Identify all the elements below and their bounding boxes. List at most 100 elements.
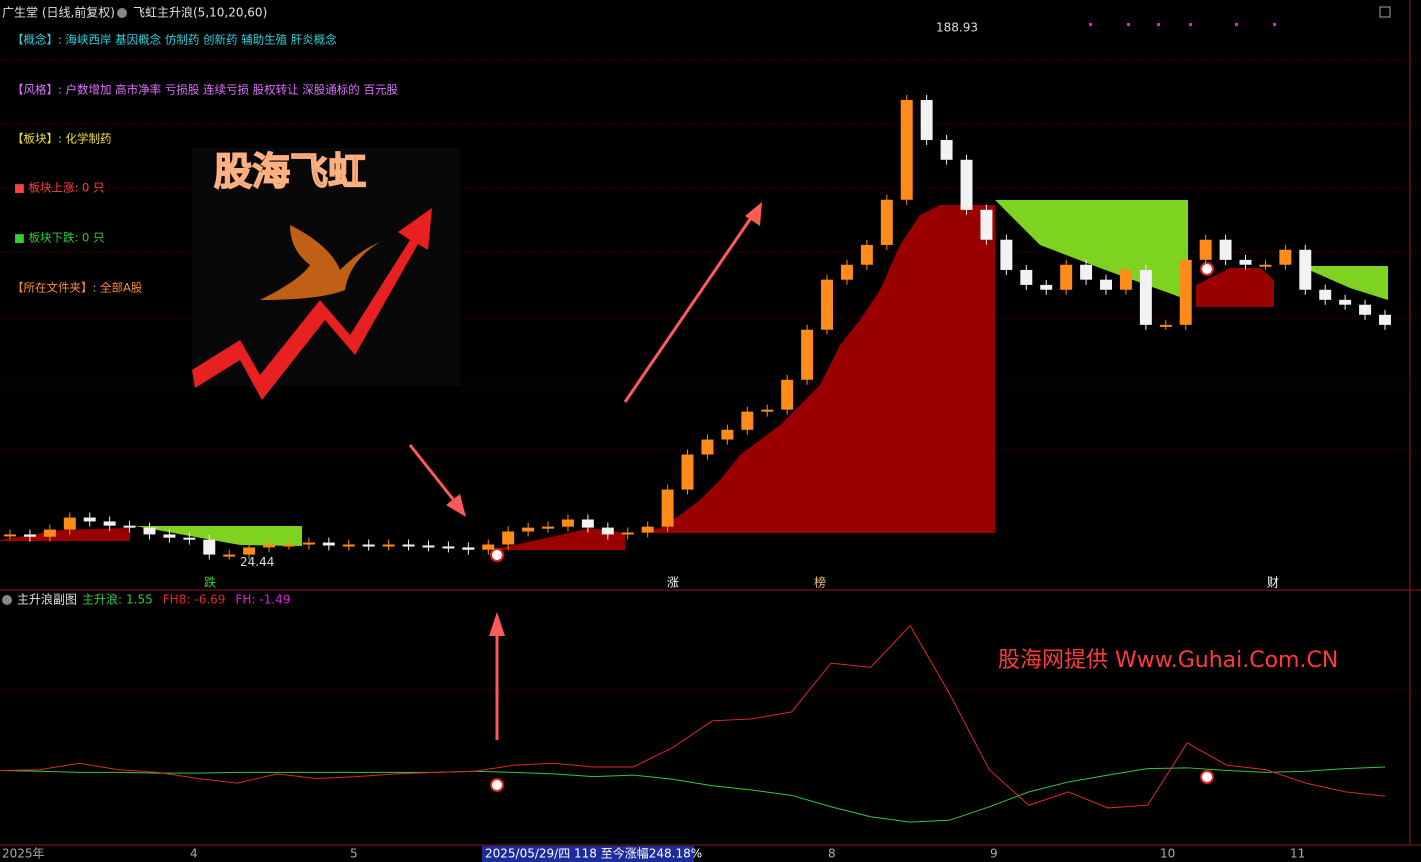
candle-body bbox=[1020, 269, 1033, 285]
info-concept: 【概念】: 海峡西岸 基因概念 仿制药 创新药 辅助生殖 肝炎概念 bbox=[12, 33, 337, 47]
candle-body bbox=[1219, 239, 1232, 260]
candle-body bbox=[701, 439, 714, 455]
x-label: 10 bbox=[1160, 847, 1175, 861]
event-marker: 榜 bbox=[814, 575, 826, 590]
candle-body bbox=[542, 526, 555, 529]
event-marker: 涨 bbox=[667, 575, 679, 590]
candle-body bbox=[621, 532, 634, 535]
candle-body bbox=[581, 519, 594, 528]
candle-body bbox=[1159, 324, 1172, 327]
candle-body bbox=[920, 100, 933, 140]
status-text: 2025/05/29/四 118 至今涨幅248.18% bbox=[485, 846, 702, 861]
candle-body bbox=[1279, 249, 1292, 265]
x-label: 4 bbox=[190, 847, 198, 861]
collapse-icon[interactable] bbox=[2, 595, 12, 605]
indicator-line bbox=[0, 624, 1386, 809]
candle-body bbox=[442, 546, 455, 549]
legend-value: -6.69 bbox=[194, 593, 225, 607]
legend-name: FH8: bbox=[163, 593, 191, 607]
candle-body bbox=[1119, 269, 1132, 290]
candle-body bbox=[1040, 284, 1053, 290]
candle-body bbox=[1060, 264, 1073, 290]
candle-body bbox=[243, 547, 256, 555]
x-label: 9 bbox=[990, 847, 998, 861]
candle-body bbox=[1319, 289, 1332, 300]
candle-body bbox=[103, 521, 116, 526]
candle-body bbox=[322, 542, 335, 546]
candle-body bbox=[1379, 314, 1391, 325]
candle-body bbox=[402, 544, 415, 547]
plus-markers bbox=[490, 262, 1214, 792]
candle-body bbox=[840, 264, 853, 280]
candle-body bbox=[342, 544, 355, 547]
candle-body bbox=[462, 547, 475, 550]
candle-body bbox=[263, 544, 276, 548]
candle-body bbox=[741, 411, 754, 430]
event-marker: 跌 bbox=[204, 575, 216, 590]
candle-body bbox=[302, 542, 315, 545]
event-marker: 财 bbox=[1267, 576, 1279, 590]
candle-body bbox=[900, 100, 913, 200]
candle-body bbox=[183, 537, 196, 540]
candle-body bbox=[880, 199, 893, 245]
candle-body bbox=[781, 379, 794, 410]
close-button[interactable] bbox=[1379, 6, 1391, 18]
collapse-icon[interactable] bbox=[117, 8, 127, 18]
legend-name: 主升浪: bbox=[82, 592, 122, 607]
candle-body bbox=[1139, 269, 1152, 325]
sub-title: 主升浪副图 bbox=[17, 592, 77, 607]
candle-body bbox=[1259, 264, 1272, 267]
candle-body bbox=[801, 329, 814, 380]
candle-body bbox=[601, 527, 614, 535]
candle-body bbox=[382, 544, 395, 547]
candle-body bbox=[761, 409, 774, 412]
candle-body bbox=[1359, 304, 1372, 315]
indicator-title: 飞虹主升浪(5,10,20,60) bbox=[133, 5, 267, 20]
low-label: 24.44 bbox=[240, 555, 274, 569]
arrows bbox=[408, 211, 757, 740]
candle-body bbox=[223, 554, 236, 557]
candle-body bbox=[63, 517, 76, 530]
candle-body bbox=[203, 539, 216, 555]
x-label: 8 bbox=[828, 847, 836, 861]
legend-value: -1.49 bbox=[259, 593, 290, 607]
info-sector: 【板块】: 化学制药 bbox=[12, 132, 112, 146]
logo-text: 股海飞虹 bbox=[214, 150, 366, 194]
candle-body bbox=[362, 544, 375, 547]
info-down: ■ 板块下跌: 0 只 bbox=[14, 231, 105, 245]
candle-body bbox=[143, 527, 156, 535]
info-folder: 【所在文件夹】: 全部A股 bbox=[12, 281, 143, 295]
candle-body bbox=[1000, 239, 1013, 270]
dots bbox=[1089, 23, 1276, 26]
candle-body bbox=[283, 544, 295, 547]
trend-areas bbox=[0, 200, 1388, 550]
legend-name: FH: bbox=[235, 593, 255, 607]
candle-body bbox=[1179, 259, 1192, 325]
candle-body bbox=[561, 519, 574, 527]
candle-body bbox=[123, 525, 136, 528]
indicator-line bbox=[0, 766, 1386, 823]
candle-body bbox=[1299, 249, 1312, 290]
watermark: 股海网提供 Www.Guhai.Com.CN bbox=[998, 648, 1338, 673]
candle-body bbox=[661, 489, 674, 527]
candle-body bbox=[1239, 259, 1252, 265]
candle-body bbox=[721, 429, 734, 440]
high-label: 188.93 bbox=[936, 21, 978, 35]
x-label: 11 bbox=[1290, 847, 1305, 861]
candle-body bbox=[83, 517, 96, 522]
candle-body bbox=[422, 545, 435, 548]
logo-arrow bbox=[192, 208, 432, 400]
candle-body bbox=[1339, 299, 1352, 305]
candle-body bbox=[1199, 239, 1212, 260]
info-style: 【风格】: 户数增加 高市净率 亏损股 连续亏损 股权转让 深股通标的 百元股 bbox=[12, 83, 398, 97]
candle-body bbox=[681, 454, 694, 490]
logo-phoenix bbox=[260, 225, 380, 300]
candle-body bbox=[960, 159, 973, 210]
candle-body bbox=[821, 279, 834, 330]
status-box bbox=[482, 846, 694, 862]
x-label: 5 bbox=[350, 847, 358, 861]
candle-body bbox=[641, 526, 654, 533]
candle-body bbox=[1080, 264, 1093, 280]
